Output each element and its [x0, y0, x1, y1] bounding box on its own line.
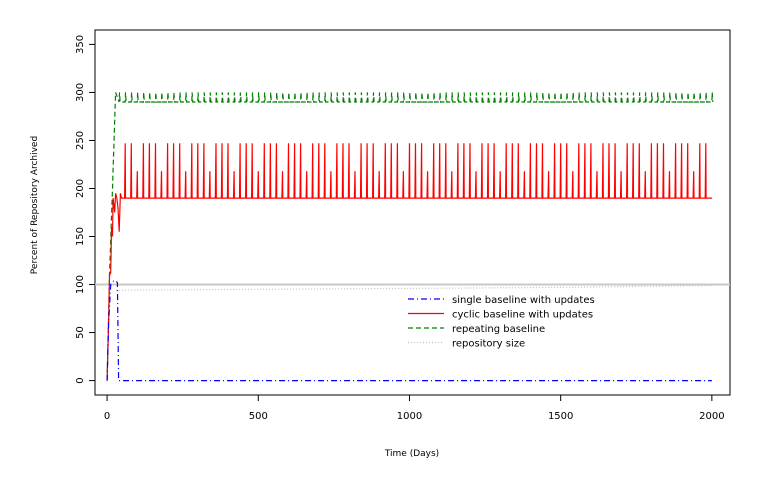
y-tick-label: 250: [75, 131, 86, 150]
x-tick-label: 1500: [548, 411, 573, 422]
legend-entry: repeating baseline: [452, 324, 545, 335]
legend: single baseline with updates cyclic basel…: [408, 295, 595, 350]
series-line-cyclic-baseline: [106, 143, 712, 381]
series-line-single-baseline: [106, 280, 712, 382]
y-tick-label: 150: [75, 227, 86, 246]
y-axis-title: Percent of Repository Archived: [30, 136, 40, 274]
series-group: [106, 92, 714, 382]
y-tick-label: 200: [75, 179, 86, 198]
legend-entry: single baseline with updates: [452, 295, 595, 306]
plot-frame: [94, 29, 731, 396]
series-line-repository-size: [116, 284, 712, 291]
series-line-repeating-baseline: [106, 92, 714, 381]
y-tick-label: 350: [75, 35, 86, 54]
x-axis-title: Time (Days): [384, 449, 439, 459]
y-tick-label: 300: [75, 83, 86, 102]
x-tick-label: 0: [104, 411, 110, 422]
x-tick-label: 500: [249, 411, 268, 422]
y-tick-label: 0: [75, 377, 86, 383]
legend-entry: cyclic baseline with updates: [452, 310, 593, 321]
x-tick-label: 2000: [699, 411, 724, 422]
legend-entry: repository size: [452, 339, 525, 350]
axes: 0 500 1000 1500 2000 0 50 100 150 200 250 300 350: [75, 29, 731, 422]
y-tick-label: 100: [75, 275, 86, 294]
x-tick-label: 1000: [397, 411, 422, 422]
y-tick-label: 50: [75, 326, 86, 339]
